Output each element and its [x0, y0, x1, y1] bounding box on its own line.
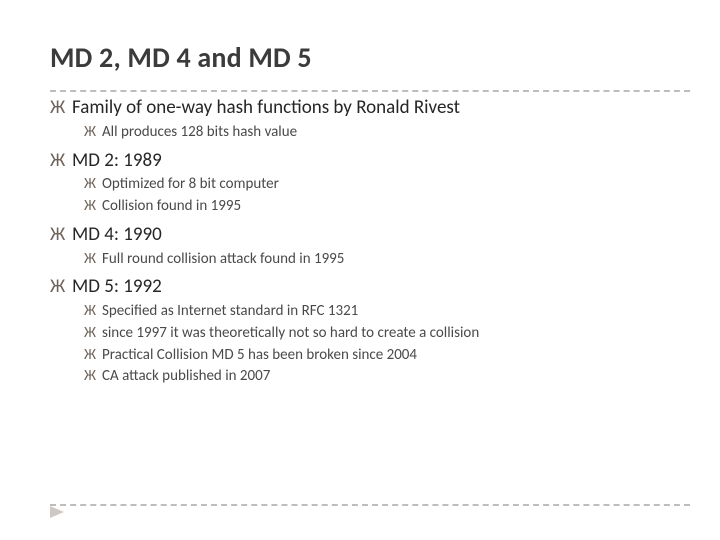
bullet-icon: Ж [84, 199, 102, 214]
divider-top [50, 90, 690, 92]
list-subitem-text: CA attack published in 2007 [102, 367, 270, 386]
list-item: Ж MD 5: 1992 [50, 276, 670, 299]
list-item-text: MD 2: 1989 [72, 150, 162, 173]
list-item-text: MD 5: 1992 [72, 276, 162, 299]
bullet-icon: Ж [84, 177, 102, 192]
list-subitem: Ж Optimized for 8 bit computer [84, 175, 670, 194]
divider-bottom [50, 504, 690, 506]
list-subitem-text: since 1997 it was theoretically not so h… [102, 324, 479, 343]
bullet-icon: Ж [50, 225, 72, 244]
list-subitem: Ж CA attack published in 2007 [84, 367, 670, 386]
list-subitem: Ж Practical Collision MD 5 has been brok… [84, 346, 670, 365]
bullet-icon: Ж [84, 304, 102, 319]
list-subitem: Ж Specified as Internet standard in RFC … [84, 302, 670, 321]
list-item: Ж MD 2: 1989 [50, 150, 670, 173]
bullet-icon: Ж [84, 348, 102, 363]
bullet-icon: Ж [84, 369, 102, 384]
list-subitem: Ж All produces 128 bits hash value [84, 123, 670, 142]
list-item: Ж Family of one-way hash functions by Ro… [50, 97, 670, 120]
bullet-icon: Ж [84, 326, 102, 341]
list-subitem: Ж Full round collision attack found in 1… [84, 250, 670, 269]
list-subitem-text: Specified as Internet standard in RFC 13… [102, 302, 358, 321]
list-subitem-text: Optimized for 8 bit computer [102, 175, 279, 194]
corner-arrow-icon [50, 504, 64, 523]
list-subitem-text: Collision found in 1995 [102, 197, 241, 216]
list-subitem-text: Practical Collision MD 5 has been broken… [102, 346, 417, 365]
bullet-icon: Ж [50, 98, 72, 117]
list-item-text: MD 4: 1990 [72, 224, 162, 247]
content-body: Ж Family of one-way hash functions by Ro… [50, 97, 670, 386]
list-item-text: Family of one-way hash functions by Rona… [72, 97, 460, 120]
list-subitem-text: Full round collision attack found in 199… [102, 250, 344, 269]
slide-title: MD 2, MD 4 and MD 5 [50, 40, 670, 75]
bullet-icon: Ж [84, 252, 102, 267]
bullet-icon: Ж [50, 277, 72, 296]
slide: MD 2, MD 4 and MD 5 Ж Family of one-way … [0, 0, 720, 540]
list-subitem-text: All produces 128 bits hash value [102, 123, 297, 142]
list-subitem: Ж Collision found in 1995 [84, 197, 670, 216]
list-subitem: Ж since 1997 it was theoretically not so… [84, 324, 670, 343]
bullet-icon: Ж [50, 151, 72, 170]
bullet-icon: Ж [84, 125, 102, 140]
list-item: Ж MD 4: 1990 [50, 224, 670, 247]
